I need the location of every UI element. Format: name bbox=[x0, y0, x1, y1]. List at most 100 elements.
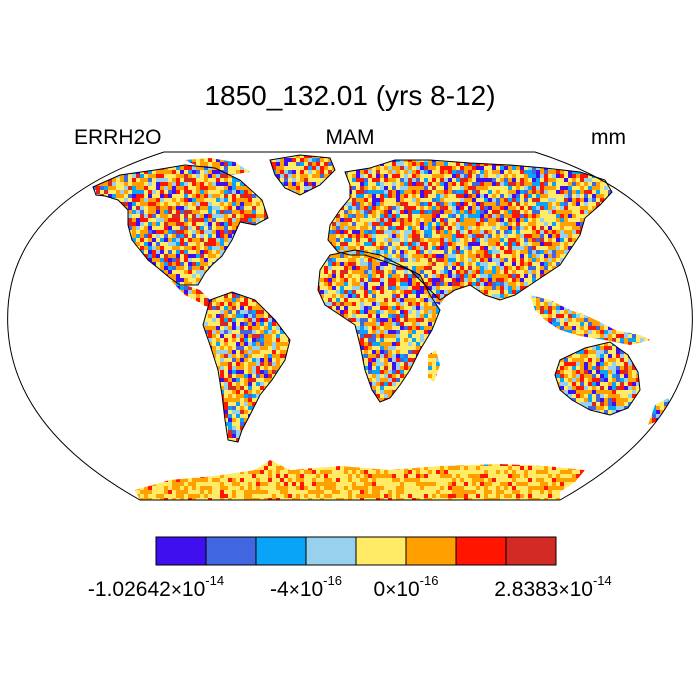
land-cell bbox=[336, 262, 340, 266]
land-cell bbox=[416, 155, 420, 158]
land-cell bbox=[208, 178, 212, 182]
land-cell bbox=[236, 234, 240, 238]
land-cell bbox=[152, 238, 156, 242]
land-cell bbox=[456, 182, 460, 186]
land-cell bbox=[608, 222, 612, 226]
land-cell bbox=[80, 214, 84, 218]
land-cell bbox=[280, 206, 284, 210]
land-cell bbox=[440, 270, 444, 274]
land-cell bbox=[624, 206, 628, 210]
land-cell bbox=[336, 230, 340, 234]
land-cell bbox=[332, 222, 336, 226]
land-cell bbox=[404, 246, 408, 250]
land-cell bbox=[200, 274, 204, 278]
land-cell bbox=[660, 250, 664, 254]
land-cell bbox=[388, 262, 392, 266]
land-cell bbox=[176, 162, 180, 166]
land-cell bbox=[392, 250, 396, 254]
land-cell bbox=[392, 206, 396, 210]
land-cell bbox=[256, 274, 260, 278]
land-cell bbox=[664, 250, 668, 254]
land-cell bbox=[472, 274, 476, 278]
land-cell bbox=[320, 194, 324, 198]
land-cell bbox=[580, 198, 584, 202]
land-cell bbox=[608, 238, 612, 242]
land-cell bbox=[172, 246, 176, 250]
land-cell bbox=[504, 226, 508, 230]
land-cell bbox=[640, 194, 644, 198]
land-cell bbox=[93, 234, 96, 238]
land-cell bbox=[192, 226, 196, 230]
land-cell bbox=[544, 250, 548, 254]
land-cell bbox=[180, 155, 184, 158]
land-cell bbox=[584, 266, 588, 270]
land-cell bbox=[560, 178, 564, 182]
land-cell bbox=[624, 270, 628, 274]
land-cell bbox=[616, 250, 620, 254]
land-cell bbox=[96, 174, 100, 178]
land-cell bbox=[172, 270, 176, 274]
land-cell bbox=[476, 266, 480, 270]
land-cell bbox=[616, 214, 620, 218]
land-cell bbox=[312, 170, 316, 174]
land-cell bbox=[660, 178, 664, 182]
land-cell bbox=[564, 214, 568, 218]
land-cell bbox=[676, 242, 680, 246]
land-cell bbox=[224, 234, 228, 238]
land-cell bbox=[428, 234, 432, 238]
land-cell bbox=[232, 186, 236, 190]
land-cell bbox=[272, 266, 276, 270]
land-cell bbox=[152, 282, 156, 286]
land-cell bbox=[516, 230, 520, 234]
land-cell bbox=[428, 210, 432, 214]
land-cell bbox=[264, 266, 268, 270]
land-cell bbox=[644, 278, 648, 282]
land-cell bbox=[644, 194, 648, 198]
land-cell bbox=[248, 270, 252, 274]
land-cell bbox=[496, 206, 500, 210]
land-cell bbox=[116, 150, 120, 154]
land-cell bbox=[140, 210, 144, 214]
land-cell bbox=[184, 190, 188, 194]
land-cell bbox=[472, 182, 476, 186]
land-cell bbox=[84, 282, 88, 286]
land-cell bbox=[180, 166, 184, 170]
land-cell bbox=[596, 202, 600, 206]
land-cell bbox=[452, 246, 456, 250]
land-cell bbox=[148, 274, 152, 278]
land-cell bbox=[412, 258, 416, 262]
land-cell bbox=[464, 166, 468, 170]
land-cell bbox=[592, 242, 596, 246]
land-cell bbox=[580, 210, 584, 214]
land-cell bbox=[672, 222, 676, 226]
land-cell bbox=[636, 278, 640, 282]
land-cell bbox=[124, 282, 128, 286]
land-cell bbox=[468, 206, 472, 210]
land-cell bbox=[212, 254, 216, 258]
land-cell bbox=[156, 182, 160, 186]
land-cell bbox=[452, 258, 456, 262]
land-cell bbox=[132, 198, 136, 202]
land-cell bbox=[93, 230, 96, 234]
land-cell bbox=[512, 226, 516, 230]
land-cell bbox=[196, 266, 200, 270]
land-cell bbox=[132, 202, 136, 206]
land-cell bbox=[112, 274, 116, 278]
land-cell bbox=[160, 250, 164, 254]
land-cell bbox=[96, 226, 100, 230]
land-cell bbox=[560, 202, 564, 206]
land-cell bbox=[492, 242, 496, 246]
land-cell bbox=[276, 158, 280, 162]
land-cell bbox=[308, 254, 312, 258]
land-cell bbox=[144, 206, 148, 210]
land-cell bbox=[376, 230, 380, 234]
land-cell bbox=[284, 174, 288, 178]
land-cell bbox=[392, 234, 396, 238]
land-cell bbox=[308, 234, 312, 238]
land-cell bbox=[120, 222, 124, 226]
land-cell bbox=[368, 222, 372, 226]
land-cell bbox=[392, 254, 396, 258]
land-cell bbox=[328, 278, 332, 282]
land-cell bbox=[588, 218, 592, 222]
land-cell bbox=[464, 170, 468, 174]
